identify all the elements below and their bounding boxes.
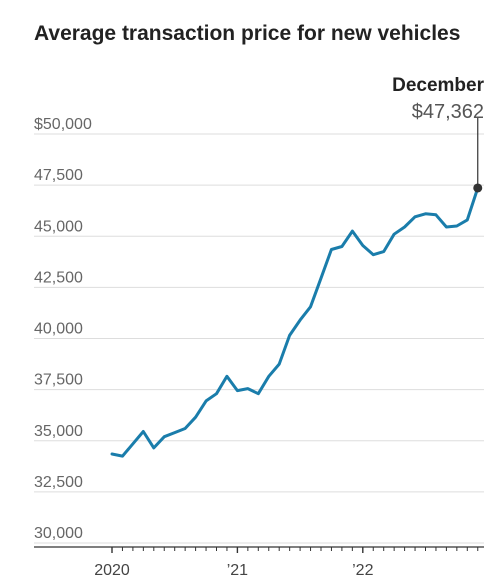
y-tick-label: 42,500: [34, 269, 83, 286]
y-tick-label: 32,500: [34, 474, 83, 491]
y-tick-label: 47,500: [34, 167, 83, 184]
endpoint-marker: [473, 183, 483, 193]
y-tick-label: 45,000: [34, 218, 83, 235]
y-tick-label: $50,000: [34, 116, 92, 133]
x-tick-label: 2020: [94, 562, 130, 579]
x-tick-label: ’21: [227, 562, 248, 579]
series-line: [110, 186, 480, 458]
y-tick-label: 37,500: [34, 372, 83, 389]
x-tick-label: ’22: [352, 562, 373, 579]
y-tick-label: 35,000: [34, 423, 83, 440]
chart-title: Average transaction price for new vehicl…: [34, 22, 461, 45]
annotation-value: $47,362: [412, 101, 484, 123]
y-tick-label: 40,000: [34, 321, 83, 338]
y-tick-label: 30,000: [34, 525, 83, 542]
annotation-label: December: [392, 75, 484, 96]
